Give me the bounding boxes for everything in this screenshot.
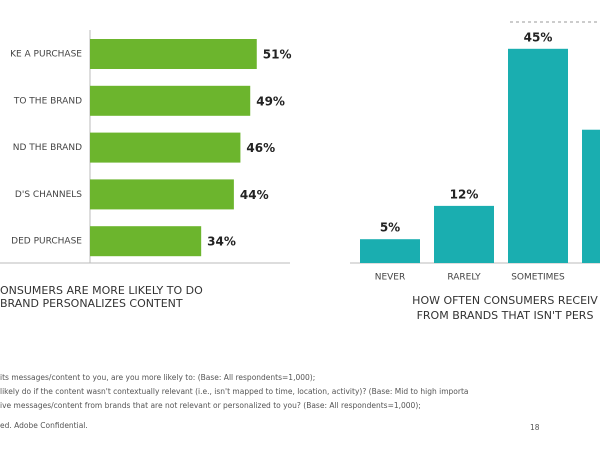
bar xyxy=(90,39,257,69)
value-label: 5% xyxy=(380,221,400,235)
footnote: its messages/content to you, are you mor… xyxy=(0,373,315,382)
value-label: 45% xyxy=(524,30,553,44)
bar xyxy=(360,239,420,263)
bar xyxy=(508,48,568,263)
bar xyxy=(434,205,494,263)
bar xyxy=(90,179,234,210)
category-label: NEVER xyxy=(375,273,406,283)
value-label: 34% xyxy=(207,235,236,249)
value-label: 44% xyxy=(240,188,269,202)
bar xyxy=(90,226,202,257)
chart-title: FROM BRANDS THAT ISN'T PERS xyxy=(417,309,594,322)
bar xyxy=(582,129,600,263)
value-label: 46% xyxy=(246,141,275,155)
category-label: RARELY xyxy=(447,273,481,283)
value-label: 49% xyxy=(256,94,285,108)
category-label: DED PURCHASE xyxy=(11,237,82,247)
category-label: ND THE BRAND xyxy=(13,143,82,153)
category-label: D'S CHANNELS xyxy=(15,190,82,200)
bar xyxy=(90,85,251,116)
page-number: 18 xyxy=(530,423,540,432)
chart-title: HOW OFTEN CONSUMERS RECEIV xyxy=(412,294,598,307)
category-label: TO THE BRAND xyxy=(13,96,82,106)
chart-title: BRAND PERSONALIZES CONTENT xyxy=(0,297,183,310)
chart-title: ONSUMERS ARE MORE LIKELY TO DO xyxy=(0,284,203,297)
value-label: 12% xyxy=(450,187,479,201)
footnote: likely do if the content wasn't contextu… xyxy=(0,387,469,396)
value-label: 51% xyxy=(263,48,292,62)
category-label: SOMETIMES xyxy=(511,273,565,283)
category-label: KE A PURCHASE xyxy=(10,50,82,60)
footnote: ive messages/content from brands that ar… xyxy=(0,401,421,410)
bar xyxy=(90,132,241,163)
footer: ed. Adobe Confidential. xyxy=(0,421,88,430)
